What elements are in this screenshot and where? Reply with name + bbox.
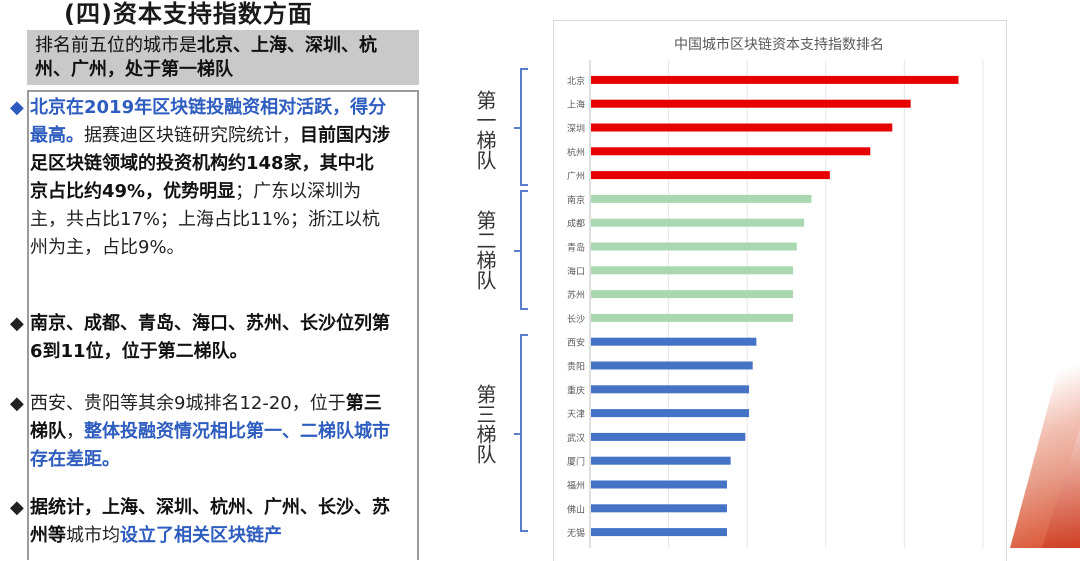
category-label: 福州: [567, 480, 585, 492]
diamond-icon: ◆: [10, 97, 24, 118]
bullet-3-text-a: 西安、贵阳等其余9城排名12-20，位于: [30, 393, 346, 414]
bar-深圳: [591, 123, 893, 132]
category-label: 北京: [567, 75, 585, 87]
summary-box: 排名前五位的城市是北京、上海、深圳、杭州、广州，处于第一梯队: [27, 30, 419, 85]
category-label: 南京: [567, 194, 585, 206]
bullet-2: ◆ 南京、成都、青岛、海口、苏州、长沙位列第6到11位，位于第二梯队。: [10, 310, 390, 366]
category-label: 无锡: [567, 528, 585, 539]
bar-福州: [591, 480, 727, 489]
bar-佛山: [591, 504, 727, 513]
category-label: 上海: [567, 99, 585, 111]
category-label: 贵阳: [567, 361, 585, 373]
bullet-4: ◆ 据统计，上海、深圳、杭州、广州、长沙、苏州等城市均设立了相关区块链产: [10, 494, 390, 550]
bullet-1-highlight: 北京在2019年区块链投融资相对活跃，得分最高。: [30, 97, 387, 146]
bar-青岛: [591, 242, 797, 251]
category-label: 武汉: [567, 432, 585, 444]
bullet-1-bold: 目前国内涉足区块链领域的投资机构约148家，其中北京占比约49%，优势明显: [30, 125, 390, 202]
bullet-4-bold: 据统计，上海、深圳、杭州、广州、长沙、苏州等: [30, 497, 390, 546]
category-label: 苏州: [567, 289, 585, 301]
bullet-3-highlight: 整体投融资情况相比第一、二梯队城市存在差距。: [30, 421, 390, 470]
bar-广州: [591, 171, 830, 180]
chart-title: 中国城市区块链资本支持指数排名: [674, 37, 884, 53]
tier-1-text: 第一梯队: [473, 90, 497, 170]
category-label: 天津: [567, 409, 585, 420]
summary-bold: 北京、上海、深圳、杭州、广州，处于第一梯队: [35, 35, 377, 80]
category-label: 深圳: [567, 124, 585, 135]
category-label: 重庆: [567, 384, 585, 396]
category-label: 成都: [567, 218, 585, 230]
bar-海口: [591, 266, 794, 275]
bar-天津: [591, 409, 750, 418]
category-label: 西安: [567, 337, 585, 349]
slide-title: (四)资本支持指数方面: [64, 0, 313, 28]
category-label: 青岛: [567, 242, 585, 254]
bullet-3-bold: 第三梯队: [30, 393, 382, 442]
tier-bracket-2: [514, 190, 530, 310]
bar-贵阳: [591, 361, 753, 370]
category-label: 长沙: [567, 313, 585, 325]
bullet-1: ◆ 北京在2019年区块链投融资相对活跃，得分最高。据赛迪区块链研究院统计，目前…: [10, 94, 390, 262]
category-label: 杭州: [567, 146, 585, 158]
bar-重庆: [591, 385, 750, 394]
bar-西安: [591, 337, 757, 346]
bullet-1-text-b: ；广东以深圳为主，共占比17%；上海占比11%；浙江以杭州为主，占比9%。: [30, 181, 381, 258]
bar-无锡: [591, 528, 727, 537]
tier-label-3: 第三梯队: [470, 384, 500, 470]
bar-长沙: [591, 313, 794, 322]
bullet-3-text-b: ，: [66, 421, 84, 442]
diamond-icon: ◆: [10, 313, 24, 334]
bar-苏州: [591, 290, 794, 299]
bar-成都: [591, 218, 805, 227]
bar-武汉: [591, 432, 746, 441]
tier-label-2: 第二梯队: [470, 210, 500, 296]
category-label: 海口: [567, 265, 585, 277]
bullet-4-text: 城市均: [66, 525, 120, 546]
bullet-4-highlight: 设立了相关区块链产: [120, 525, 282, 546]
bar-北京: [591, 75, 959, 84]
bullet-1-text-a: 据赛迪区块链研究院统计，: [84, 125, 300, 146]
bullet-2-bold: 南京、成都、青岛、海口、苏州、长沙位列第6到11位，位于第二梯队。: [30, 313, 390, 362]
bullet-panel: [27, 90, 419, 560]
category-label: 广州: [567, 170, 585, 182]
bar-厦门: [591, 456, 731, 465]
bar-南京: [591, 194, 812, 203]
summary-prefix: 排名前五位的城市是: [35, 35, 197, 56]
tier-2-text: 第二梯队: [473, 210, 497, 290]
bullet-3: ◆ 西安、贵阳等其余9城排名12-20，位于第三梯队，整体投融资情况相比第一、二…: [10, 390, 390, 474]
tier-bracket-3: [514, 334, 530, 532]
diamond-icon: ◆: [10, 393, 24, 414]
category-label: 佛山: [567, 503, 585, 515]
tier-label-1: 第一梯队: [470, 90, 500, 176]
diamond-icon: ◆: [10, 497, 24, 518]
bar-杭州: [591, 147, 871, 156]
tier-3-text: 第三梯队: [473, 384, 497, 464]
bar-上海: [591, 99, 911, 108]
category-label: 厦门: [567, 456, 585, 468]
tier-bracket-1: [514, 68, 530, 186]
